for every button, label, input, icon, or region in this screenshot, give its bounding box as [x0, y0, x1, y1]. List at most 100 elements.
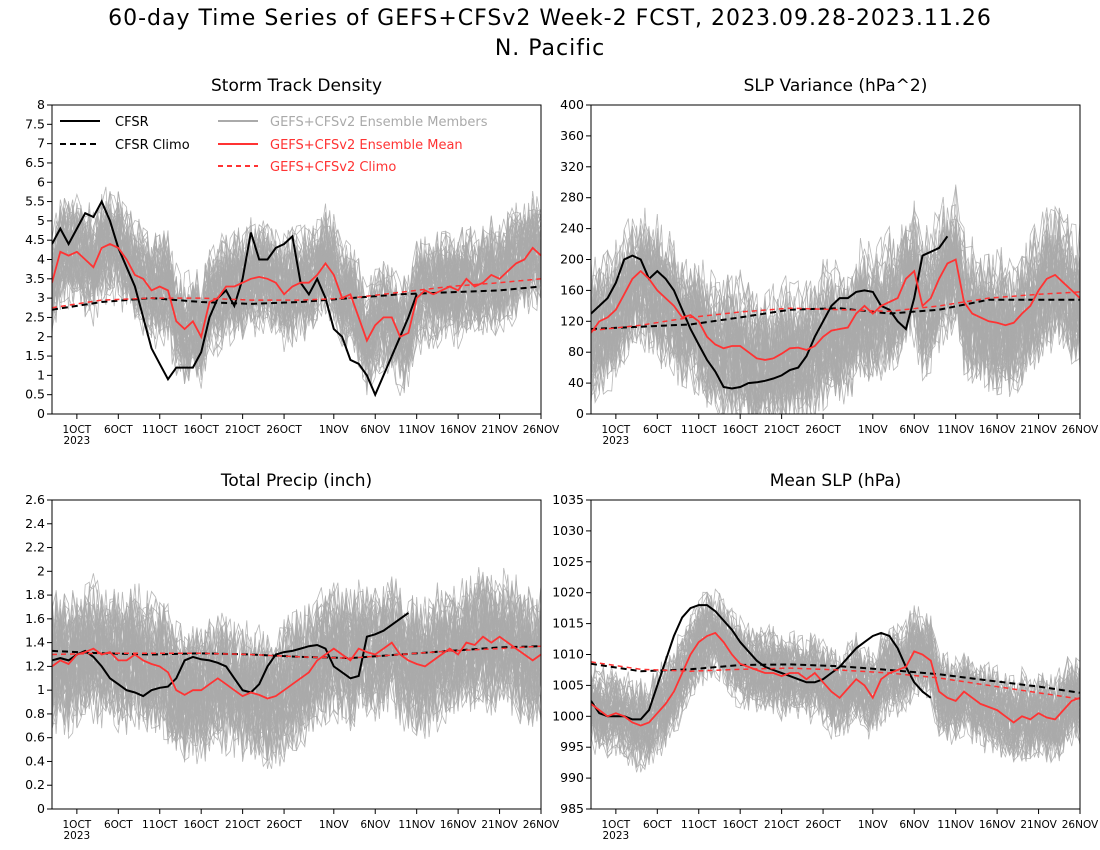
y-tick-label: 120: [560, 313, 584, 328]
ensemble-member-line: [52, 203, 541, 363]
x-tick-label: 11OCT: [681, 819, 717, 831]
x-tick-label: 26NOV: [523, 424, 560, 436]
x-tick-label: 1NOV: [858, 424, 889, 436]
x-year-label: 2023: [63, 830, 90, 842]
y-tick-label: 1030: [552, 523, 584, 538]
series-gefs-cfsv2-ensemble-mean: [591, 631, 1080, 727]
panel-title: SLP Variance (hPa^2): [744, 76, 928, 96]
chart-panel-1: Storm Track Density 0 0.5 1 1.5 2 2.5 3 3.5 4 4.5 5…: [25, 76, 560, 447]
y-tick-label: 0.2: [25, 777, 45, 792]
y-tick-label: 320: [560, 159, 584, 174]
figure-title: 60-day Time Series of GEFS+CFSv2 Week-2 …: [108, 6, 992, 31]
x-tick-label: 6OCT: [643, 424, 672, 436]
ensemble-member-line: [52, 580, 541, 727]
ensemble-member-line: [52, 203, 541, 338]
y-tick-label: 2: [37, 563, 45, 578]
series-gefs-cfsv2-climo: [52, 645, 541, 659]
ensemble-member-line: [52, 220, 541, 364]
x-year-label: 2023: [602, 435, 629, 447]
y-tick-label: 2.2: [25, 540, 45, 555]
x-tick-label: 1OCT: [602, 424, 631, 436]
x-tick-label: 16NOV: [440, 819, 477, 831]
y-tick-label: 1.5: [25, 348, 45, 363]
y-tick-label: 8: [37, 97, 45, 112]
series-gefs-cfsv2-ensemble-mean: [52, 635, 541, 700]
y-tick-label: 985: [560, 801, 584, 816]
ensemble-member-line: [591, 239, 1080, 409]
y-tick-label: 240: [560, 221, 584, 236]
x-year-label: 2023: [602, 830, 629, 842]
x-tick-label: 6NOV: [899, 424, 930, 436]
y-tick-label: 0.8: [25, 706, 45, 721]
x-tick-label: 1OCT: [63, 819, 92, 831]
x-tick-label: 11NOV: [398, 819, 435, 831]
y-tick-label: 1035: [552, 492, 584, 507]
y-tick-label: 1000: [552, 708, 584, 723]
legend-label: CFSR: [115, 115, 149, 130]
x-tick-label: 11OCT: [142, 819, 178, 831]
x-tick-label: 16OCT: [183, 819, 219, 831]
x-tick-label: 6OCT: [104, 819, 133, 831]
y-tick-label: 4.5: [25, 232, 45, 247]
legend-label: CFSR Climo: [115, 138, 190, 153]
ensemble-member-line: [591, 591, 1080, 739]
ensemble-member-line: [591, 619, 1080, 742]
x-tick-label: 6NOV: [360, 819, 391, 831]
panel-title: Total Precip (inch): [220, 471, 372, 491]
series-cfsr: [591, 235, 949, 390]
x-tick-label: 1NOV: [319, 819, 350, 831]
x-tick-label: 26OCT: [266, 424, 302, 436]
x-tick-label: 6OCT: [643, 819, 672, 831]
x-tick-label: 16OCT: [722, 424, 758, 436]
series-cfsr-climo: [591, 298, 1080, 330]
x-tick-label: 1OCT: [63, 424, 92, 436]
y-tick-label: 1025: [552, 554, 584, 569]
chart-panel-3: Total Precip (inch) 0 0.2 0.4 0.6 0.8 1 1.2 1.4 1…: [25, 471, 560, 842]
x-tick-label: 21OCT: [225, 819, 261, 831]
ensemble-member-line: [52, 191, 541, 344]
ensemble-member-line: [591, 592, 1080, 729]
ensemble-member-line: [52, 627, 541, 758]
y-tick-label: 40: [568, 375, 584, 390]
series-gefs-cfsv2-ensemble-mean: [591, 258, 1080, 361]
chart-panel-4: Mean SLP (hPa) 985 990 995 1000 1005 1010 1015 1…: [552, 471, 1099, 842]
x-tick-label: 1NOV: [319, 424, 350, 436]
figure-subtitle: N. Pacific: [494, 36, 606, 61]
y-tick-label: 360: [560, 128, 584, 143]
y-tick-label: 1.4: [25, 635, 45, 650]
x-tick-label: 11NOV: [937, 819, 974, 831]
y-tick-label: 3: [37, 290, 45, 305]
y-tick-label: 2.5: [25, 309, 45, 324]
y-tick-label: 2.6: [25, 492, 45, 507]
x-tick-label: 1OCT: [602, 819, 631, 831]
x-year-label: 2023: [63, 435, 90, 447]
ensemble-member-line: [591, 255, 1080, 414]
x-tick-label: 26OCT: [805, 424, 841, 436]
y-tick-label: 995: [560, 739, 584, 754]
y-tick-label: 1: [37, 682, 45, 697]
ensemble-member-line: [52, 232, 541, 391]
panel-title: Mean SLP (hPa): [770, 471, 902, 491]
ensemble-member-line: [52, 591, 541, 734]
y-tick-label: 7.5: [25, 116, 45, 131]
ensemble-member-line: [591, 635, 1080, 762]
series-gefs-cfsv2-climo: [591, 291, 1080, 332]
x-tick-label: 11OCT: [681, 424, 717, 436]
series-cfsr: [52, 199, 418, 398]
y-tick-label: 80: [568, 344, 584, 359]
y-tick-label: 990: [560, 770, 584, 785]
x-tick-label: 21NOV: [1020, 819, 1057, 831]
y-tick-label: 4: [37, 252, 45, 267]
x-tick-label: 26NOV: [1062, 819, 1099, 831]
y-tick-label: 1.6: [25, 611, 45, 626]
y-tick-label: 200: [560, 252, 584, 267]
y-tick-label: 7: [37, 136, 45, 151]
y-tick-label: 0.4: [25, 753, 45, 768]
series-gefs-cfsv2-climo: [591, 661, 1080, 700]
y-tick-label: 0: [37, 801, 45, 816]
y-tick-label: 0.5: [25, 387, 45, 402]
y-tick-label: 2: [37, 329, 45, 344]
y-tick-label: 1005: [552, 677, 584, 692]
legend-label: GEFS+CFSv2 Ensemble Members: [270, 115, 488, 130]
